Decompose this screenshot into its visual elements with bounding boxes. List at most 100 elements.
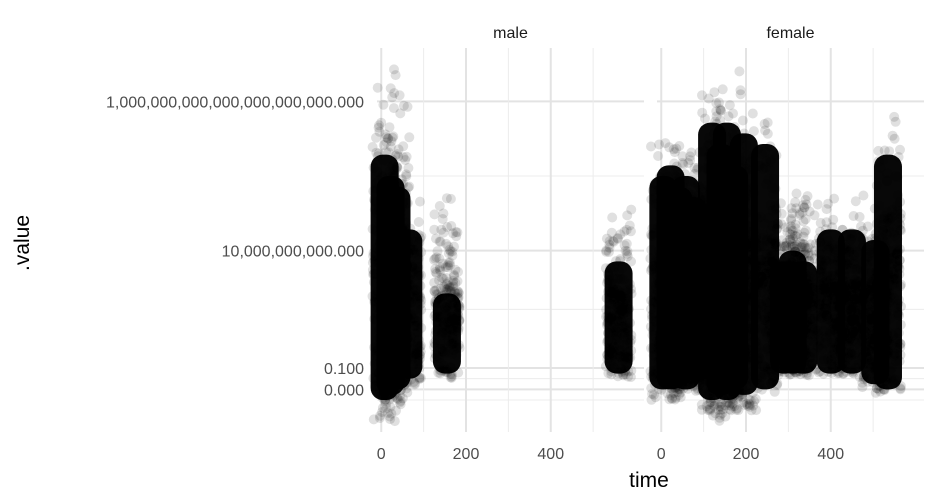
point	[373, 383, 384, 394]
point	[387, 195, 398, 205]
point	[371, 147, 382, 158]
point	[409, 379, 420, 390]
point	[374, 303, 385, 314]
point	[380, 251, 391, 262]
point	[372, 166, 383, 177]
point	[377, 407, 388, 417]
point	[387, 372, 398, 383]
point	[382, 222, 393, 233]
point	[815, 284, 826, 295]
point	[803, 364, 813, 375]
point	[379, 335, 390, 346]
point	[668, 193, 678, 204]
point	[733, 260, 743, 271]
point	[407, 348, 418, 359]
point	[453, 367, 464, 378]
point	[382, 156, 393, 167]
point	[775, 292, 786, 303]
point	[400, 190, 411, 201]
point	[383, 322, 394, 333]
point	[755, 212, 766, 222]
point	[429, 353, 440, 364]
point	[768, 189, 779, 200]
point	[392, 307, 403, 318]
facet-label: male	[493, 25, 528, 42]
dense-core	[394, 229, 423, 379]
point	[380, 283, 391, 294]
point	[407, 283, 418, 293]
point	[400, 227, 411, 238]
point	[377, 402, 388, 413]
point	[368, 269, 379, 280]
point	[378, 223, 389, 234]
point	[803, 288, 813, 299]
point	[394, 217, 405, 228]
point	[790, 345, 801, 356]
point	[683, 158, 694, 168]
point	[373, 286, 384, 297]
point	[374, 333, 385, 343]
point	[787, 365, 798, 376]
point	[381, 132, 392, 143]
point	[798, 231, 809, 242]
point	[395, 396, 406, 406]
point	[603, 270, 614, 281]
point	[752, 266, 763, 277]
point	[770, 201, 781, 212]
point	[609, 262, 620, 273]
point	[730, 160, 741, 171]
point	[398, 141, 409, 152]
point	[368, 186, 379, 197]
point	[387, 132, 398, 143]
point	[398, 152, 409, 163]
point	[716, 126, 727, 137]
point	[747, 164, 758, 175]
point	[403, 163, 414, 173]
point	[384, 278, 395, 289]
point	[381, 265, 392, 276]
point	[378, 155, 389, 166]
point	[383, 311, 394, 322]
point	[382, 133, 393, 144]
point	[380, 277, 391, 288]
point	[407, 351, 418, 362]
point	[367, 264, 378, 275]
point	[410, 290, 421, 301]
point	[735, 89, 746, 100]
point	[388, 164, 399, 175]
point	[382, 389, 393, 400]
point	[374, 120, 385, 131]
point	[766, 378, 777, 389]
point	[397, 279, 408, 290]
point	[797, 262, 808, 272]
point	[686, 288, 697, 299]
point	[646, 244, 657, 255]
point	[396, 223, 407, 234]
point	[401, 188, 411, 199]
point	[372, 302, 383, 313]
point	[385, 141, 396, 152]
point	[736, 361, 747, 372]
facet-panel-female: female	[645, 25, 924, 432]
point	[379, 202, 390, 213]
point	[715, 115, 726, 126]
point	[384, 394, 395, 405]
point	[390, 150, 401, 161]
point	[386, 283, 397, 293]
point	[396, 174, 407, 185]
point	[771, 150, 782, 161]
point	[371, 132, 381, 143]
point	[380, 394, 391, 405]
point	[415, 280, 426, 291]
point	[385, 307, 396, 318]
point	[398, 179, 409, 189]
point	[678, 177, 689, 188]
point	[384, 411, 395, 422]
point	[817, 310, 828, 321]
point	[368, 414, 379, 425]
point	[396, 330, 407, 341]
point	[372, 82, 383, 93]
point	[367, 224, 378, 234]
point	[739, 128, 750, 139]
point	[415, 233, 426, 244]
